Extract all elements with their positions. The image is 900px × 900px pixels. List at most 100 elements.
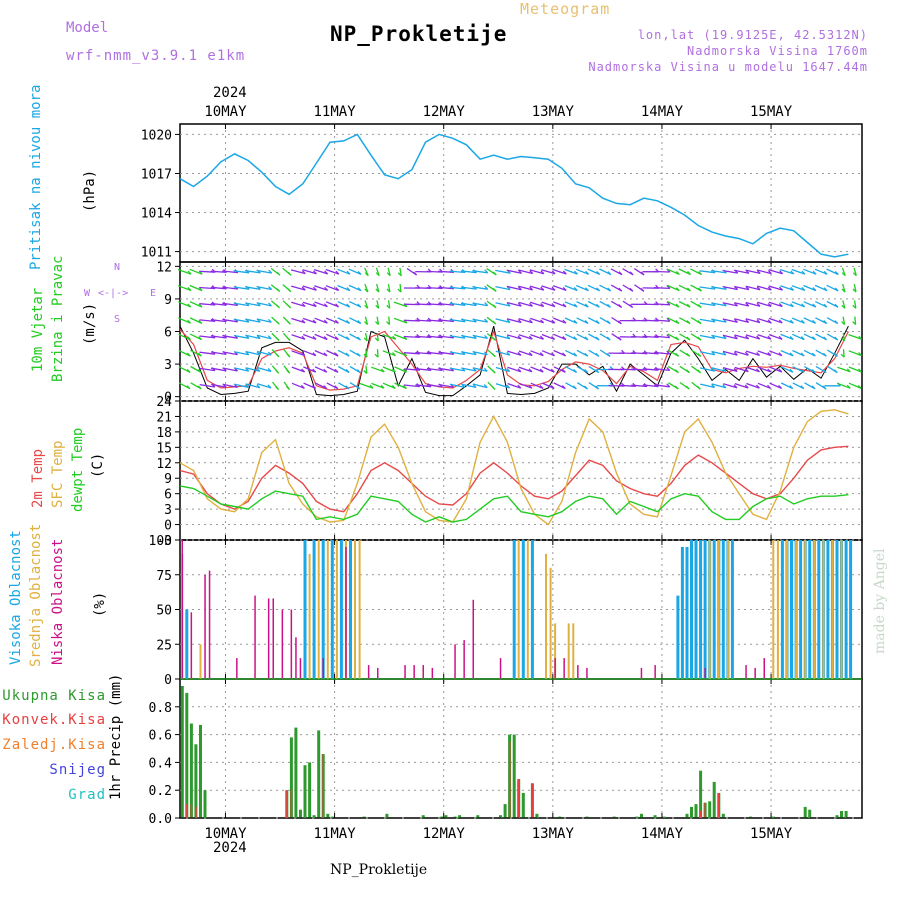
wind-arrow [506,285,522,291]
wind-arrowhead [834,352,838,357]
wind-arrow [234,383,249,389]
wind-arrow [848,382,862,389]
wind-arrowhead [800,368,805,373]
wind-arrow [256,366,272,373]
wind-arrowhead [756,302,761,307]
wind-arrow [326,349,339,357]
wind-arrow [530,366,544,373]
wind-arrowhead [767,352,772,356]
wind-arrowhead [779,286,783,291]
cloud-high-bar [303,540,307,679]
precip-conv-bar [290,790,293,818]
year-label-bottom: 2024 [213,840,247,856]
wind-arrow [472,334,488,340]
wind-arrowhead [800,385,805,390]
wind-arrow [518,350,533,357]
wind-arrow [303,366,316,373]
wind-arrow [291,317,306,324]
wind-arrow [803,317,816,324]
wind-arrowhead [696,385,701,390]
wind-arrow [199,319,216,323]
wind-arrow [803,333,816,341]
wind-arrowhead [345,336,350,341]
wind-arrow [337,301,350,308]
precip-total-bar [808,809,812,818]
cloud-low-bar [454,644,456,680]
wind-arrowhead [606,352,611,357]
wind-arrowhead [574,270,578,275]
wind-arrow [552,268,567,275]
wind-arrowhead [733,384,738,389]
wind-arrow [756,269,772,275]
wind-arrowhead [756,269,761,274]
wind-arrow [245,269,261,274]
wind-arrowhead [595,369,600,374]
wind-arrow [495,383,510,389]
wind-arrow [507,350,522,356]
wind-arrowhead [841,304,846,309]
wind-arrowhead [756,368,760,373]
precip-total-bar [458,815,462,818]
wind-arrow [233,318,250,323]
legend-total-rain: Ukupna Kisa [2,688,106,704]
wind-arrowhead [767,286,772,291]
cloud-high-bar [521,540,525,679]
wind-arrow [199,367,216,372]
wind-arrow [529,317,544,324]
y-tick-label: 18 [156,426,172,441]
wind-arrow [631,384,648,388]
wind-arrowhead [733,367,738,372]
cloud-mid-bar [335,540,338,679]
wind-arrowhead [852,272,857,277]
wind-arrow [654,335,670,339]
wind-arrow [256,302,272,307]
wind-arrowhead [745,335,750,340]
wind-arrowhead [528,368,533,373]
wind-arrowhead [323,336,328,340]
wind-arrowhead [334,352,339,357]
wind-arrowhead [833,369,838,374]
wind-arrowhead [675,303,680,308]
wind-arrowhead [562,319,567,324]
wind-arrow [768,269,783,275]
precip-total-bar [612,816,616,818]
wind-arrowhead [675,320,680,324]
cloud-low-bar [577,665,579,679]
precip-total-bar [749,816,753,818]
wind-arrowhead [778,384,783,389]
wind-arrow [449,302,466,306]
wind-arrowhead [697,320,702,325]
wind-arrowhead [267,368,272,372]
wind-arrow [199,351,216,355]
wind-arrowhead [528,384,533,389]
wind-arrowhead [572,385,577,390]
wind-arrowhead [846,368,851,373]
wind-arrowhead [840,337,845,342]
wind-arrow [302,269,317,275]
precip-total-bar [840,811,843,818]
wind-arrowhead [607,271,612,276]
precip-total-bar [503,804,507,818]
wind-arrowhead [617,320,622,325]
wind-arrowhead [186,385,191,390]
wind-arrowhead [734,318,738,323]
wind-arrow [678,268,691,276]
wind-arrow [393,317,408,324]
wind-arrowhead [551,270,556,275]
wind-arrow [403,368,420,371]
wind-arrowhead [686,369,690,374]
wind-arrowhead [517,286,522,291]
wind-arrow [666,268,680,275]
wind-arrowhead [267,384,272,389]
precip-total-bar [194,744,198,818]
wind-arrow [642,335,659,339]
wind-arrow [734,382,749,389]
wind-arrow [541,350,555,357]
cloud-mid-bar [804,540,807,679]
cloud-mid-bar [726,540,729,679]
wind-arrow [245,383,260,389]
precip-total-bar [303,765,307,818]
wind-arrowhead [529,302,533,307]
meteogram-label: Meteogram [520,0,611,18]
wind-arrow [848,366,862,373]
